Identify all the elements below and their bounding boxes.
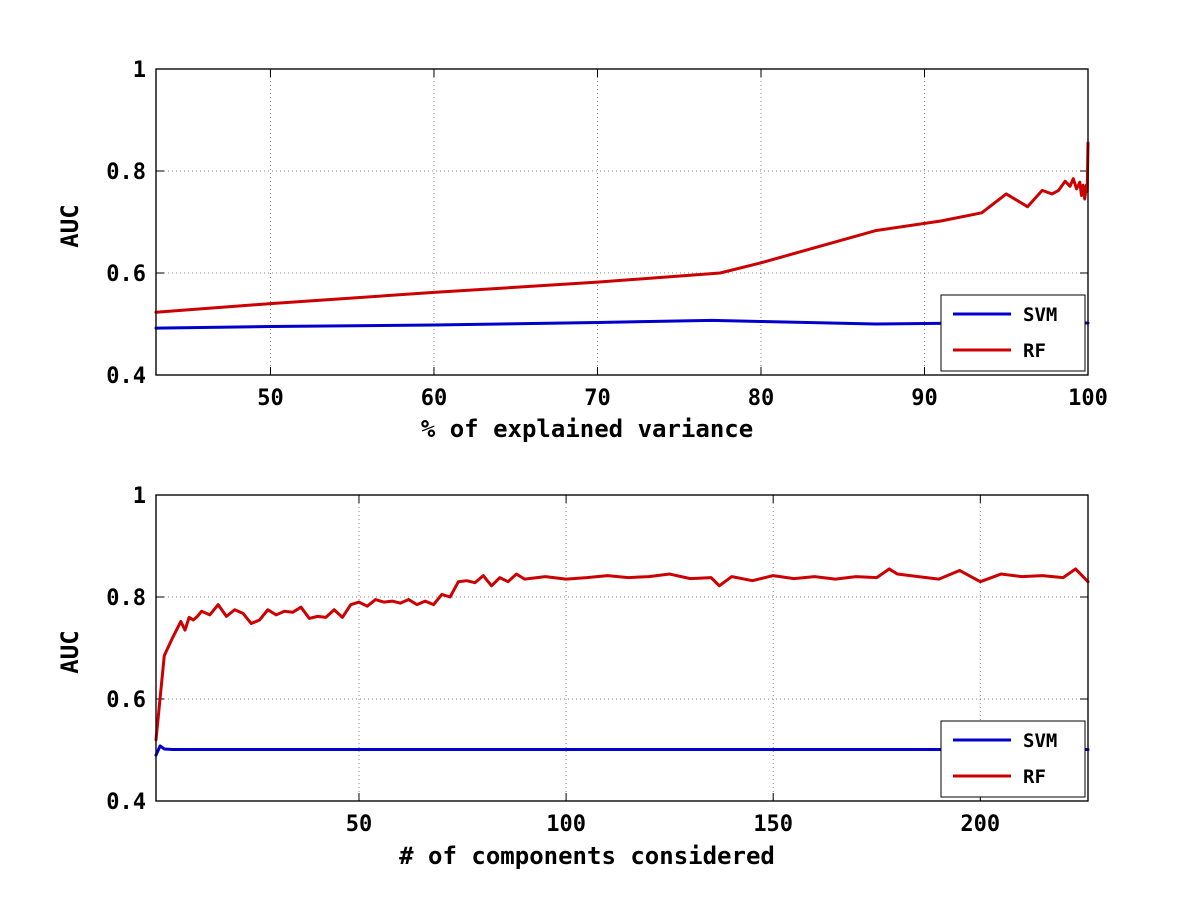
top-plot-legend-box [940,294,1086,372]
top-plot-y-tick-label: 0.6 [106,262,146,287]
bottom-plot-y-axis-label: AUC [56,630,84,673]
top-plot-y-axis-label: AUC [56,204,84,247]
top-plot-x-tick-label: 70 [584,386,611,411]
bottom-plot-x-axis-label: # of components considered [399,842,775,870]
top-plot-frame [155,68,1089,376]
top-plot-legend-label-svm: SVM [1023,304,1057,326]
top-plot-x-tick-label: 80 [748,386,775,411]
top-plot-x-axis-label: % of explained variance [421,415,753,443]
top-plot-ticks: 50 60 70 80 90 100 0.4 0.6 0.8 1 [106,58,1108,411]
bottom-plot-x-tick-label: 50 [346,812,373,837]
top-plot: 50 60 70 80 90 100 0.4 0.6 0.8 1 % of explained v… [56,58,1108,443]
bottom-plot-x-tick-label: 100 [546,812,586,837]
top-plot-series-rf-line [154,141,1090,314]
top-plot-y-tick-label: 1 [133,58,146,83]
top-plot-x-tick-label: 90 [911,386,938,411]
bottom-plot-series-rf-line [154,567,1090,742]
bottom-plot-y-tick-label: 1 [133,484,146,509]
top-plot-x-tick-label: 100 [1068,386,1108,411]
bottom-plot-legend-label-svm: SVM [1023,730,1057,752]
bottom-plot-x-tick-label: 200 [960,812,1000,837]
top-plot-x-tick-label: 60 [421,386,448,411]
top-plot-legend-label-rf: RF [1023,340,1046,362]
top-plot-y-tick-label: 0.8 [106,160,146,185]
top-plot-x-tick-label: 50 [257,386,284,411]
bottom-plot-series-svm-line [154,744,1090,757]
top-plot-y-tick-label: 0.4 [106,364,146,389]
bottom-plot-ticks: 50 100 150 200 0.4 0.6 0.8 1 [106,484,1088,837]
bottom-plot-frame [155,494,1089,802]
bottom-plot-legend: SVM RF [940,720,1086,798]
bottom-plot-y-tick-label: 0.4 [106,790,146,815]
bottom-plot-legend-box [940,720,1086,798]
bottom-plot: 50 100 150 200 0.4 0.6 0.8 1 # of components co… [56,484,1090,870]
bottom-plot-series [154,567,1090,757]
bottom-plot-legend-label-rf: RF [1023,766,1046,788]
bottom-plot-y-tick-label: 0.6 [106,688,146,713]
top-plot-legend: SVM RF [940,294,1086,372]
bottom-plot-y-tick-label: 0.8 [106,586,146,611]
bottom-plot-x-tick-label: 150 [753,812,793,837]
